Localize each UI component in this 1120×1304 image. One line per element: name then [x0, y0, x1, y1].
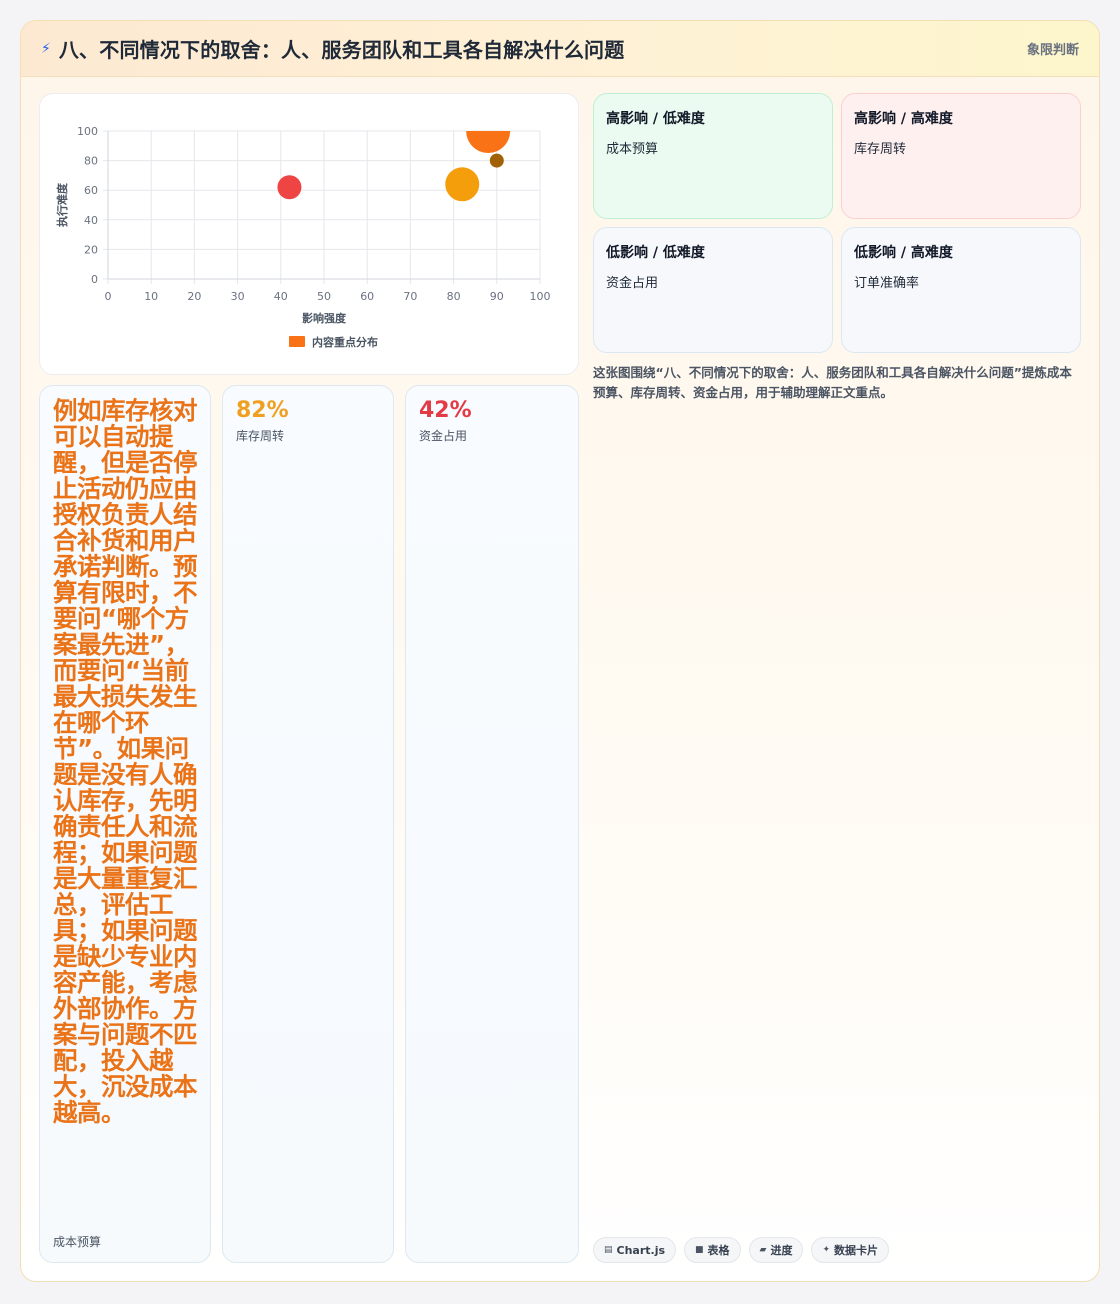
quadrant-title: 高影响 / 低难度	[606, 111, 705, 127]
bubble-point[interactable]	[489, 153, 504, 168]
chip-label: 表格	[707, 1244, 730, 1257]
quadrant-title: 低影响 / 高难度	[854, 245, 953, 261]
quadrant-item: 订单准确率	[854, 276, 920, 291]
x-tick-label: 70	[403, 290, 417, 303]
chip-chartjs[interactable]: ▤ Chart.js	[593, 1237, 677, 1263]
stat-tile-inventory: 82% 库存周转	[222, 385, 394, 1263]
tile-value: 82%	[236, 398, 289, 423]
y-tick-label: 60	[84, 184, 98, 197]
stat-tile-capital: 42% 资金占用	[405, 385, 579, 1263]
header-tag: 象限判断	[1026, 43, 1079, 58]
chip-label: 进度	[770, 1244, 793, 1257]
chip-label: Chart.js	[616, 1243, 666, 1257]
x-tick-label: 60	[360, 290, 374, 303]
y-tick-label: 100	[77, 125, 98, 138]
page-title: 八、不同情况下的取舍：人、服务团队和工具各自解决什么问题	[58, 38, 625, 62]
quadrant-item: 资金占用	[606, 276, 659, 291]
tile-body-text: 例如库存核对可以自动提醒，但是否停止活动仍应由授权负责人结合补货和用户承诺判断。…	[53, 396, 198, 1127]
page-frame: ⚡ 八、不同情况下的取舍：人、服务团队和工具各自解决什么问题 象限判断 0 10 2…	[20, 20, 1100, 1282]
y-tick-label: 0	[91, 273, 98, 286]
x-tick-label: 50	[317, 290, 331, 303]
bubble-chart-card: 0 10 20 30 40 50 60 70 80 90 100 0 20 40 60 80 100 影响强度 执行…	[39, 93, 579, 375]
y-tick-label: 20	[84, 243, 98, 256]
progress-icon: ▰	[759, 1245, 767, 1255]
lightning-icon: ⚡	[41, 40, 51, 57]
chart-icon: ▤	[604, 1245, 613, 1255]
x-tick-label: 100	[530, 290, 551, 303]
x-tick-label: 20	[187, 290, 201, 303]
y-axis-title: 执行难度	[55, 182, 69, 227]
quadrant-high-impact-low-difficulty: 高影响 / 低难度 成本预算	[593, 93, 833, 219]
quadrant-item: 成本预算	[606, 142, 659, 157]
x-tick-label: 0	[105, 290, 112, 303]
chip-table[interactable]: ■ 表格	[684, 1237, 741, 1263]
tile-label: 库存周转	[236, 429, 285, 443]
x-tick-label: 80	[447, 290, 461, 303]
sparkle-icon: ✦	[822, 1245, 831, 1255]
bubble-group	[277, 109, 511, 202]
x-tick-label: 10	[144, 290, 158, 303]
quadrant-low-impact-high-difficulty: 低影响 / 高难度 订单准确率	[841, 227, 1081, 353]
tile-label: 成本预算	[53, 1235, 102, 1249]
x-axis-title: 影响强度	[302, 311, 347, 325]
text-tile: 例如库存核对可以自动提醒，但是否停止活动仍应由授权负责人结合补货和用户承诺判断。…	[39, 385, 211, 1263]
tag-chips: ▤ Chart.js ■ 表格 ▰ 进度 ✦ 数据卡片	[593, 1237, 890, 1263]
quadrant-high-impact-high-difficulty: 高影响 / 高难度 库存周转	[841, 93, 1081, 219]
bubble-point[interactable]	[445, 167, 480, 202]
quadrant-title: 低影响 / 低难度	[606, 245, 705, 261]
x-tick-label: 90	[490, 290, 504, 303]
bubble-chart: 0 10 20 30 40 50 60 70 80 90 100 0 20 40 60 80 100 影响强度 执行…	[55, 109, 551, 349]
chip-data-card[interactable]: ✦ 数据卡片	[811, 1237, 890, 1263]
quadrant-item: 库存周转	[854, 142, 907, 157]
quadrant-title: 高影响 / 高难度	[854, 111, 953, 127]
bubble-point[interactable]	[466, 109, 511, 153]
tile-value: 42%	[419, 398, 472, 423]
bubble-point[interactable]	[277, 175, 302, 200]
chip-label: 数据卡片	[834, 1244, 879, 1257]
page-header: ⚡ 八、不同情况下的取舍：人、服务团队和工具各自解决什么问题 象限判断	[21, 21, 1099, 77]
legend-label: 内容重点分布	[312, 335, 378, 349]
x-tick-label: 30	[231, 290, 245, 303]
chip-progress[interactable]: ▰ 进度	[748, 1237, 804, 1263]
tile-label: 资金占用	[419, 429, 468, 443]
x-tick-label: 40	[274, 290, 288, 303]
table-icon: ■	[695, 1245, 704, 1255]
quadrant-low-impact-low-difficulty: 低影响 / 低难度 资金占用	[593, 227, 833, 353]
chart-description: 这张图围绕“八、不同情况下的取舍：人、服务团队和工具各自解决什么问题”提炼成本预…	[593, 365, 1072, 400]
legend-swatch	[289, 336, 305, 347]
y-tick-label: 40	[84, 214, 98, 227]
y-tick-label: 80	[84, 155, 98, 168]
